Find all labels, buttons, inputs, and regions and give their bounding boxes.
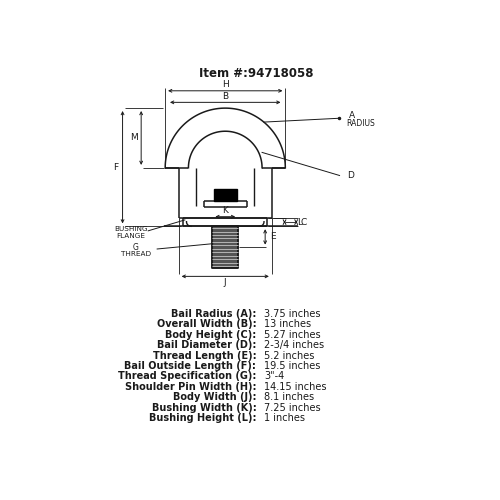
Text: Bail Diameter (D):: Bail Diameter (D):	[157, 340, 256, 350]
Text: 13 inches: 13 inches	[264, 320, 311, 330]
Text: 1 inches: 1 inches	[264, 413, 305, 423]
Text: Thread Length (E):: Thread Length (E):	[152, 350, 256, 360]
Polygon shape	[214, 189, 237, 200]
Text: Bushing Height (L):: Bushing Height (L):	[149, 413, 256, 423]
Text: Item #:94718058: Item #:94718058	[199, 67, 314, 80]
Text: K: K	[222, 206, 228, 215]
Text: J: J	[224, 278, 226, 287]
Text: FLANGE: FLANGE	[116, 232, 146, 238]
Text: 19.5 inches: 19.5 inches	[264, 361, 320, 371]
Text: M: M	[130, 134, 138, 142]
Text: BUSHING: BUSHING	[114, 226, 148, 232]
Text: 5.2 inches: 5.2 inches	[264, 350, 314, 360]
Text: A: A	[349, 112, 356, 120]
Text: RADIUS: RADIUS	[346, 119, 374, 128]
Text: Body Height (C):: Body Height (C):	[165, 330, 256, 340]
Text: Thread Specification (G):: Thread Specification (G):	[118, 372, 256, 382]
Text: Bail Outside Length (F):: Bail Outside Length (F):	[124, 361, 256, 371]
Polygon shape	[212, 226, 238, 268]
Text: E: E	[270, 232, 276, 241]
Text: 8.1 inches: 8.1 inches	[264, 392, 314, 402]
Text: 2-3/4 inches: 2-3/4 inches	[264, 340, 324, 350]
Text: Overall Width (B):: Overall Width (B):	[156, 320, 256, 330]
Text: G: G	[133, 243, 138, 252]
Text: 3"-4: 3"-4	[264, 372, 284, 382]
Text: 3.75 inches: 3.75 inches	[264, 309, 320, 319]
Text: Bail Radius (A):: Bail Radius (A):	[171, 309, 256, 319]
Text: H: H	[222, 80, 228, 89]
Text: F: F	[113, 162, 118, 172]
Text: B: B	[222, 92, 228, 101]
Text: 5.27 inches: 5.27 inches	[264, 330, 320, 340]
Text: 7.25 inches: 7.25 inches	[264, 402, 320, 412]
Text: Shoulder Pin Width (H):: Shoulder Pin Width (H):	[125, 382, 256, 392]
Text: L: L	[298, 218, 302, 226]
Text: 14.15 inches: 14.15 inches	[264, 382, 326, 392]
Text: Body Width (J):: Body Width (J):	[173, 392, 256, 402]
Text: Bushing Width (K):: Bushing Width (K):	[152, 402, 256, 412]
Text: C: C	[301, 218, 307, 226]
Text: THREAD: THREAD	[120, 251, 151, 257]
Text: D: D	[348, 171, 354, 180]
